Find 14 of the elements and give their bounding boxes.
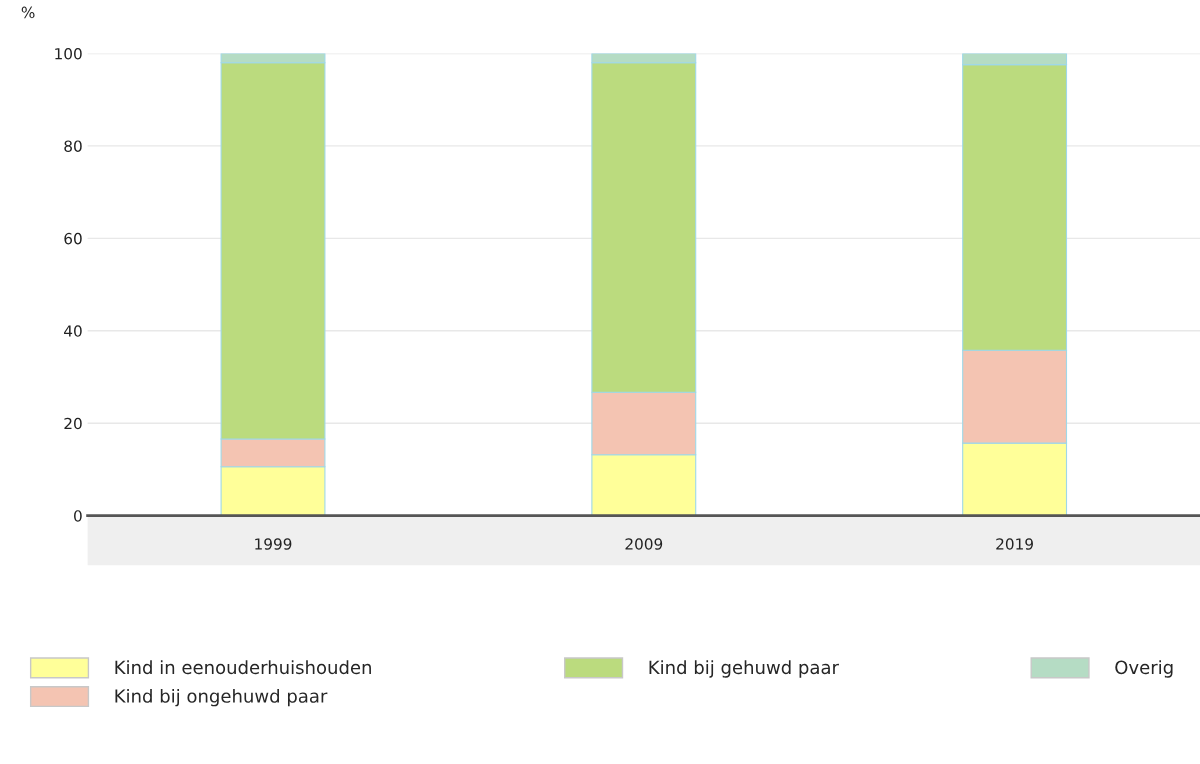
y-axis-title: % <box>21 6 35 19</box>
legend-label: Kind in eenouderhuishouden <box>115 660 371 675</box>
legend-label: Overig <box>1115 660 1173 678</box>
y-tick-label: 80 <box>64 140 82 152</box>
x-tick-label: 1999 <box>255 538 292 550</box>
y-tick-label: 20 <box>64 417 82 430</box>
y-tick-label: 40 <box>64 325 82 337</box>
y-tick-label: 100 <box>55 47 82 60</box>
x-tick-label: 2019 <box>996 538 1033 550</box>
y-tick-label: 0 <box>74 510 82 522</box>
legend-label: Kind bij ongehuwd paar <box>115 688 328 707</box>
x-tick-label: 2009 <box>625 538 663 550</box>
legend-label: Kind bij gehuwd paar <box>649 660 839 678</box>
y-tick-label: 60 <box>64 232 82 245</box>
